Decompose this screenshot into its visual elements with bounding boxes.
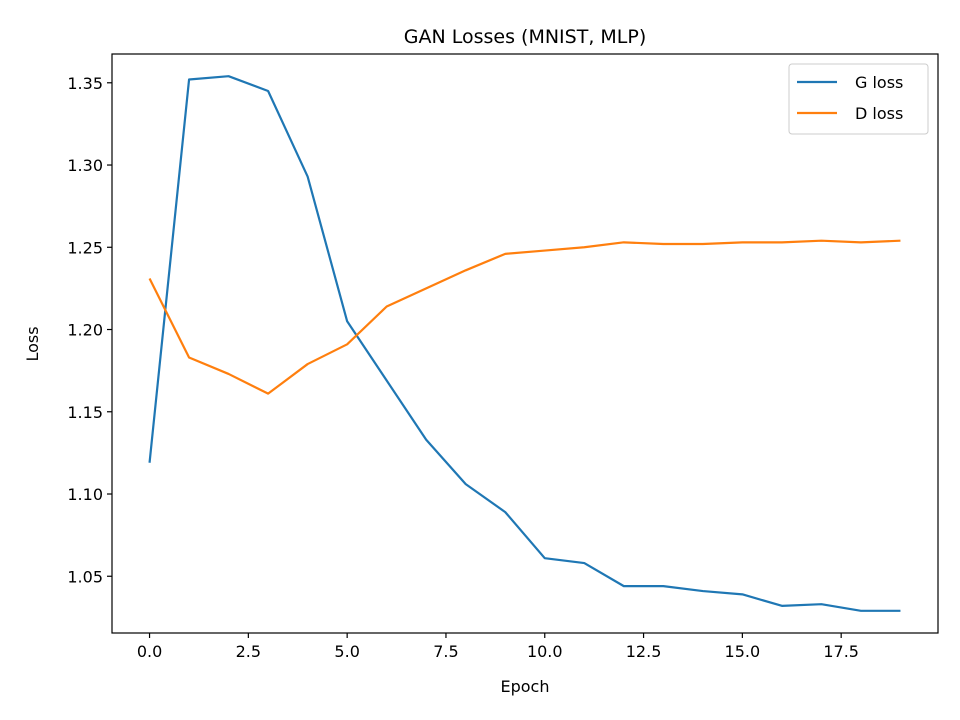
- y-tick-label: 1.30: [67, 156, 103, 175]
- series-line-g-loss: [148, 75, 901, 612]
- legend-label-g-loss: G loss: [855, 73, 903, 92]
- x-axis-label: Epoch: [501, 677, 550, 696]
- legend-label-d-loss: D loss: [855, 104, 903, 123]
- x-tick-label: 15.0: [725, 642, 761, 661]
- series-line-d-loss: [148, 239, 901, 395]
- x-tick-label: 0.0: [137, 642, 162, 661]
- y-tick-label: 1.05: [67, 567, 103, 586]
- y-axis-label: Loss: [23, 326, 42, 361]
- y-tick-label: 1.10: [67, 485, 103, 504]
- legend: G loss D loss: [788, 63, 929, 135]
- y-tick-label: 1.20: [67, 321, 103, 340]
- y-tick-label: 1.15: [67, 403, 103, 422]
- x-tick-label: 17.5: [823, 642, 859, 661]
- x-tick-label: 5.0: [334, 642, 359, 661]
- y-tick-label: 1.35: [67, 74, 103, 93]
- x-tick-label: 7.5: [433, 642, 458, 661]
- plot-frame: [111, 53, 939, 634]
- y-tick-label: 1.25: [67, 238, 103, 257]
- x-tick-label: 12.5: [626, 642, 662, 661]
- chart-title: GAN Losses (MNIST, MLP): [404, 26, 647, 48]
- x-tick-label: 2.5: [236, 642, 261, 661]
- x-tick-label: 10.0: [527, 642, 563, 661]
